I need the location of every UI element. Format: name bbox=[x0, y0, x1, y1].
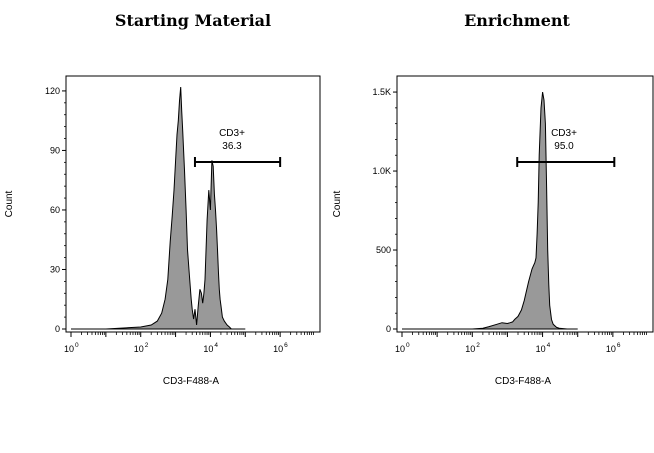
y-tick-label: 500 bbox=[376, 245, 391, 255]
x-tick-exponent: 0 bbox=[406, 342, 410, 349]
histogram-area bbox=[402, 92, 578, 330]
panel-title: Enrichment bbox=[464, 11, 570, 30]
y-tick-label: 60 bbox=[50, 205, 60, 215]
x-tick-label: 10 bbox=[64, 344, 74, 354]
panel-title: Starting Material bbox=[115, 11, 271, 30]
x-tick-exponent: 0 bbox=[75, 342, 79, 349]
plot-frame bbox=[396, 75, 654, 333]
gate-percentage: 36.3 bbox=[222, 141, 242, 152]
x-tick-exponent: 6 bbox=[617, 342, 621, 349]
x-tick-exponent: 4 bbox=[547, 342, 551, 349]
histogram-area bbox=[71, 86, 246, 330]
x-axis-label: CD3-F488-A bbox=[163, 376, 219, 387]
gate-percentage: 95.0 bbox=[554, 141, 574, 152]
gate-name: CD3+ bbox=[551, 128, 577, 139]
x-tick-labels: 10 0 10 2 10 4 10 6 bbox=[395, 332, 647, 354]
y-tick-label: 90 bbox=[50, 145, 60, 155]
plot-frame bbox=[65, 75, 321, 333]
x-tick-label: 10 bbox=[465, 344, 475, 354]
y-tick-label: 0 bbox=[386, 324, 391, 334]
y-tick-labels: 0 30 60 90 120 bbox=[45, 86, 66, 334]
y-axis-label: Count bbox=[4, 190, 15, 217]
y-tick-label: 0 bbox=[55, 324, 60, 334]
y-tick-labels: 0 500 1.0K 1.5K bbox=[372, 87, 397, 334]
y-tick-label: 1.5K bbox=[372, 87, 391, 97]
y-tick-label: 30 bbox=[50, 264, 60, 274]
x-tick-label: 10 bbox=[395, 344, 405, 354]
x-tick-exponent: 4 bbox=[214, 342, 218, 349]
x-tick-label: 10 bbox=[134, 344, 144, 354]
x-tick-exponent: 2 bbox=[476, 342, 480, 349]
x-tick-label: 10 bbox=[606, 344, 616, 354]
gate-name: CD3+ bbox=[219, 128, 245, 139]
y-axis-label: Count bbox=[332, 190, 343, 217]
y-tick-label: 120 bbox=[45, 86, 60, 96]
plot-area: CD3+ 36.3 bbox=[65, 75, 321, 333]
x-tick-label: 10 bbox=[273, 344, 283, 354]
x-tick-exponent: 2 bbox=[145, 342, 149, 349]
x-tick-label: 10 bbox=[536, 344, 546, 354]
plot-area: CD3+ 95.0 bbox=[396, 75, 654, 333]
x-axis-label: CD3-F488-A bbox=[495, 376, 551, 387]
x-tick-exponent: 6 bbox=[284, 342, 288, 349]
y-tick-label: 1.0K bbox=[372, 166, 391, 176]
x-tick-label: 10 bbox=[203, 344, 213, 354]
x-tick-labels: 10 0 10 2 10 4 10 6 bbox=[64, 332, 314, 354]
